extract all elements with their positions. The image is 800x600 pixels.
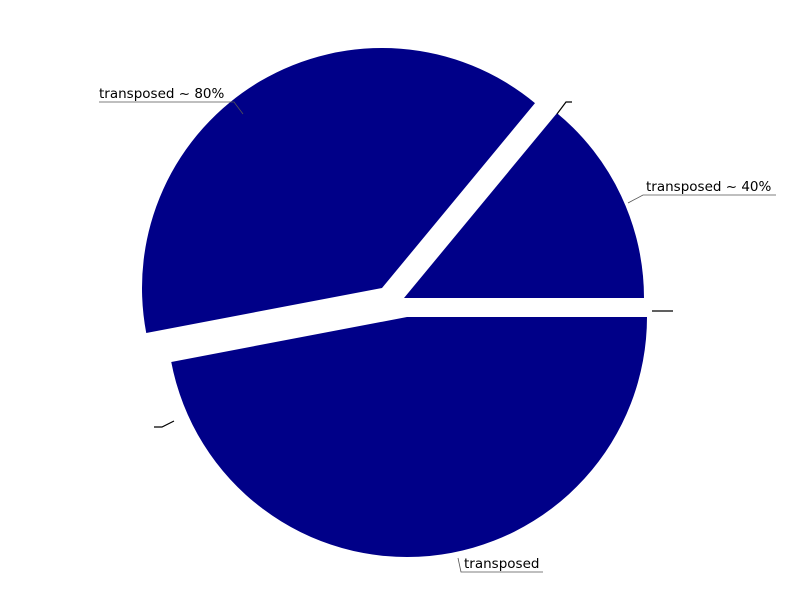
- stray-tick-left: [154, 420, 175, 428]
- pie-slice: [171, 317, 647, 558]
- stray-tick-top: [556, 101, 572, 115]
- label-leader-line: [457, 557, 543, 573]
- pie-slices: [142, 48, 647, 558]
- label-leaders: [99, 101, 776, 573]
- slice-labels: transposed ~ 40% transposed ~ 80% transpos…: [99, 86, 772, 572]
- pie-slice: [142, 48, 535, 333]
- slice-label: transposed ~ 40%: [646, 179, 772, 195]
- slice-label: transposed: [464, 556, 539, 572]
- pie-slice: [404, 113, 644, 298]
- slice-label: transposed ~ 80%: [99, 86, 225, 102]
- label-leader-line: [627, 194, 776, 204]
- stray-tick-marks: [154, 101, 673, 428]
- label-leader-line: [99, 101, 244, 115]
